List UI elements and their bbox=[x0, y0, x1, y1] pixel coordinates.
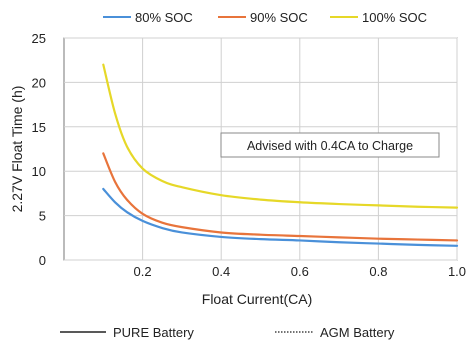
legend-label-100-soc: 100% SOC bbox=[362, 10, 427, 25]
x-tick-label: 0.4 bbox=[212, 264, 230, 279]
annotation-box bbox=[220, 132, 440, 158]
x-tick-label: 0.2 bbox=[134, 264, 152, 279]
x-axis-title: Float Current(CA) bbox=[202, 291, 312, 307]
x-tick-label: 0.8 bbox=[369, 264, 387, 279]
bottom-legend: PURE Battery AGM Battery bbox=[60, 325, 395, 340]
annotation-text: Advised with 0.4CA to Charge bbox=[247, 139, 413, 153]
y-tick-label: 10 bbox=[32, 164, 46, 179]
x-tick-label: 0.6 bbox=[291, 264, 309, 279]
x-tick-labels: 0.2 0.4 0.6 0.8 1.0 bbox=[134, 264, 466, 279]
legend-label-80-soc: 80% SOC bbox=[135, 10, 193, 25]
y-tick-label: 5 bbox=[39, 209, 46, 224]
series-lines bbox=[102, 63, 459, 247]
y-tick-label: 20 bbox=[32, 75, 46, 90]
series-line-100-soc bbox=[102, 63, 459, 209]
legend-label-pure-battery: PURE Battery bbox=[113, 325, 194, 340]
y-tick-label: 15 bbox=[32, 120, 46, 135]
series-line-90-soc bbox=[102, 152, 459, 242]
legend-label-agm-battery: AGM Battery bbox=[320, 325, 395, 340]
y-axis-title: 2.27V Float Time (h) bbox=[9, 86, 25, 213]
annotation: Advised with 0.4CA to Charge bbox=[220, 132, 440, 158]
y-tick-labels: 0 5 10 15 20 25 bbox=[32, 31, 46, 268]
series-line-80-soc bbox=[102, 187, 459, 247]
x-tick-label: 1.0 bbox=[448, 264, 466, 279]
legend-label-90-soc: 90% SOC bbox=[250, 10, 308, 25]
y-tick-label: 25 bbox=[32, 31, 46, 46]
y-tick-label: 0 bbox=[39, 253, 46, 268]
top-legend: 80% SOC 90% SOC 100% SOC bbox=[103, 10, 427, 25]
